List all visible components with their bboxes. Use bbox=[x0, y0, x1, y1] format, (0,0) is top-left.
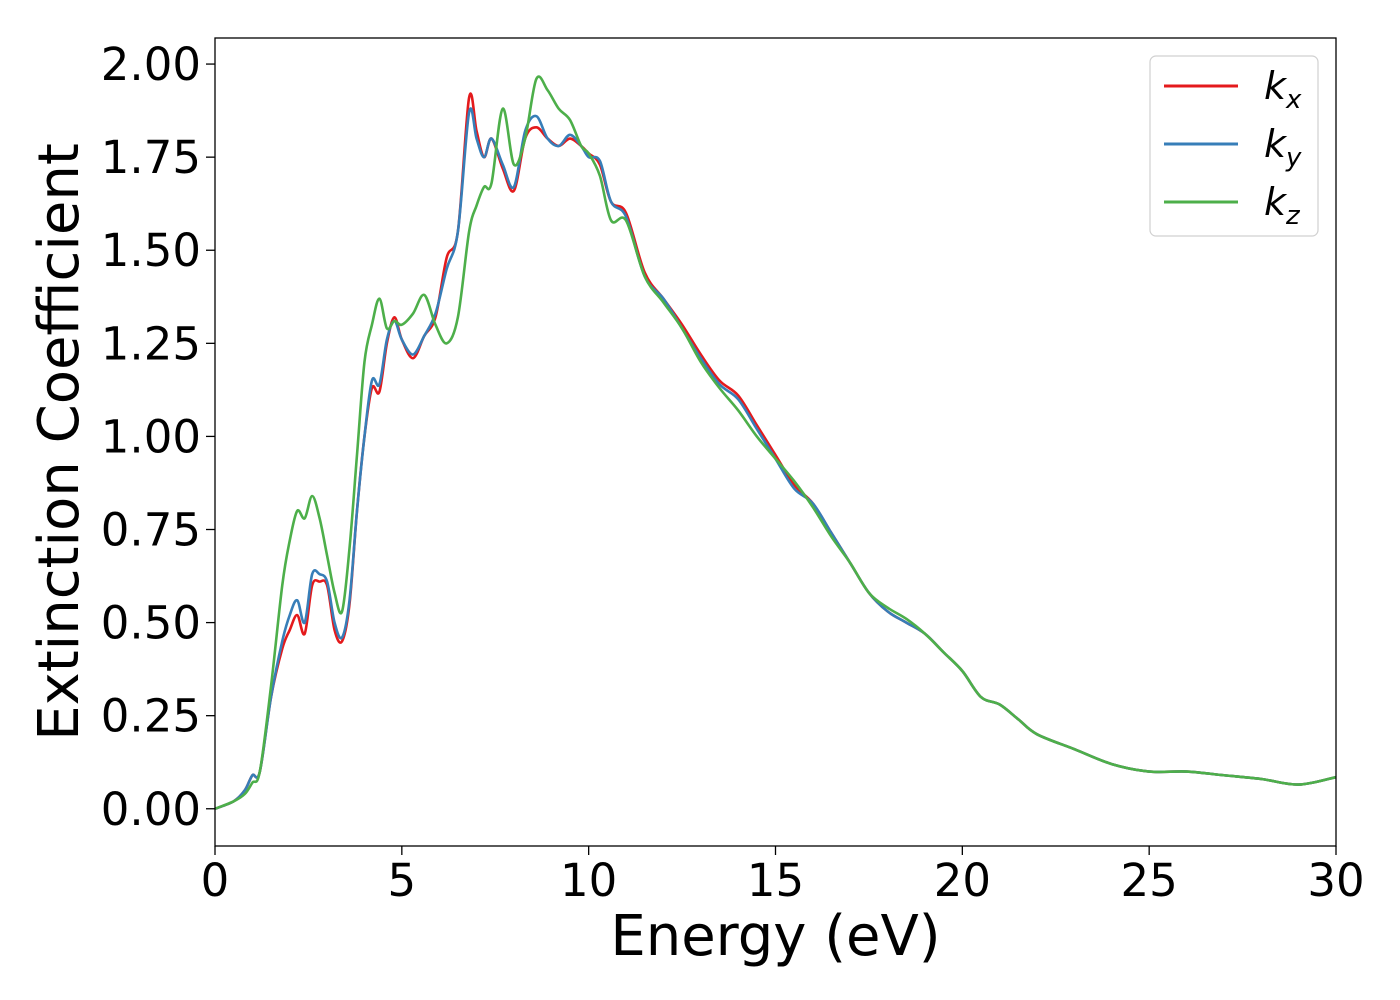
legend-label-subscript: x bbox=[1285, 85, 1302, 115]
legend-label-main: k bbox=[1264, 122, 1288, 166]
series-line-z bbox=[215, 75, 1336, 810]
x-axis: 0 5 10 15 20 25 30 bbox=[201, 846, 1365, 907]
y-tick-label: 2.00 bbox=[101, 38, 201, 91]
x-tick-label: 25 bbox=[1121, 854, 1178, 907]
y-tick-label: 1.25 bbox=[101, 317, 201, 370]
legend-label-y: ky bbox=[1264, 122, 1302, 173]
series-layer bbox=[215, 75, 1336, 810]
x-tick-label: 15 bbox=[747, 854, 804, 907]
legend-label-subscript: y bbox=[1285, 143, 1302, 173]
x-tick-label: 20 bbox=[934, 854, 991, 907]
legend-label-x: kx bbox=[1264, 64, 1302, 115]
y-tick-label: 0.25 bbox=[101, 690, 201, 743]
legend-label-main: k bbox=[1264, 180, 1288, 224]
legend-box bbox=[1149, 55, 1319, 237]
x-tick-label: 0 bbox=[201, 854, 230, 907]
y-tick-label: 1.00 bbox=[101, 410, 201, 463]
y-tick-label: 0.75 bbox=[101, 504, 201, 557]
x-axis-label: Energy (eV) bbox=[610, 904, 940, 969]
x-tick-label: 5 bbox=[388, 854, 417, 907]
legend-label-z: kz bbox=[1264, 180, 1301, 231]
y-tick-label: 0.00 bbox=[101, 783, 201, 836]
y-tick-label: 1.50 bbox=[101, 224, 201, 277]
x-tick-label: 30 bbox=[1307, 854, 1364, 907]
y-axis: 0.00 0.25 0.50 0.75 1.00 1.25 1.50 1.75 2.00 bbox=[101, 38, 215, 836]
y-axis-label: Extinction Coefficient bbox=[27, 143, 92, 741]
y-tick-label: 1.75 bbox=[101, 131, 201, 184]
legend-label-main: k bbox=[1264, 64, 1288, 108]
y-tick-label: 0.50 bbox=[101, 597, 201, 650]
legend-label-subscript: z bbox=[1285, 201, 1301, 231]
x-tick-label: 10 bbox=[560, 854, 617, 907]
